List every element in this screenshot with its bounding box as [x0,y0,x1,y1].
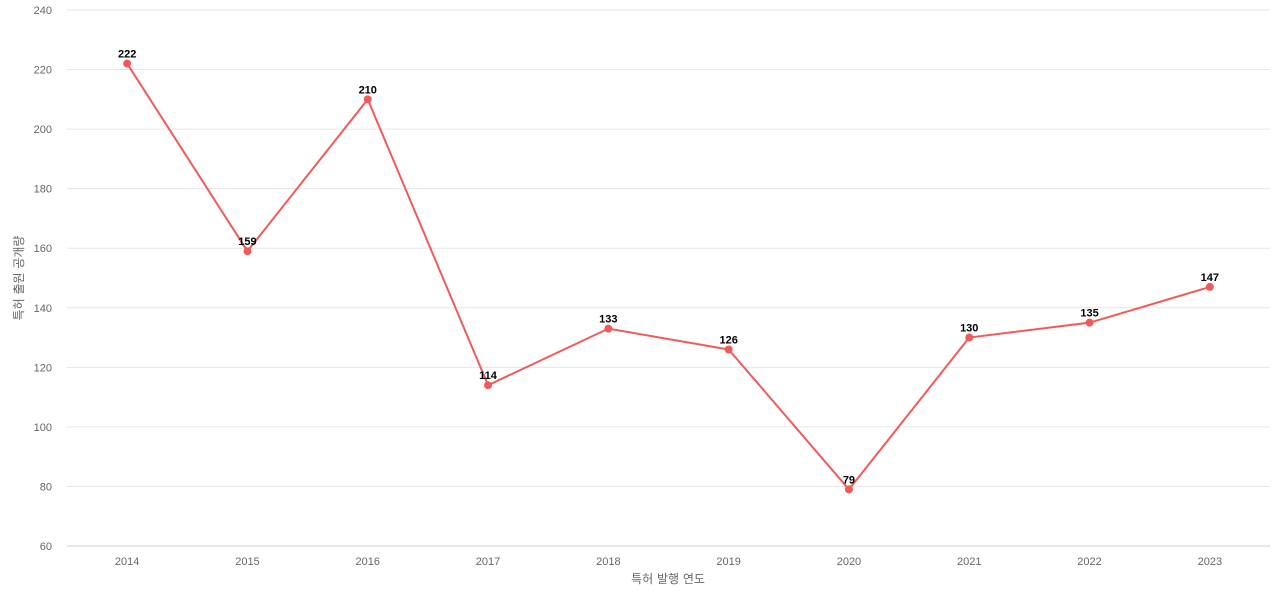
data-point[interactable] [484,381,493,390]
data-label: 79 [843,474,855,486]
data-point[interactable] [724,345,733,354]
series-line [126,63,1211,491]
data-label: 210 [359,84,377,96]
data-labels: 222 159 210 114 133 126 79 130 135 147 [118,49,1219,487]
x-tick-label: 2019 [716,556,740,568]
x-tick-label: 2018 [596,556,620,568]
data-point[interactable] [965,333,974,342]
data-point[interactable] [1205,282,1214,291]
data-label: 114 [479,370,498,382]
y-tick-label: 160 [34,243,52,255]
data-label: 159 [238,236,256,248]
y-tick-label: 240 [34,5,52,17]
x-tick-label: 2021 [957,556,981,568]
data-point[interactable] [604,324,613,333]
y-tick-label: 220 [34,65,52,77]
data-label: 222 [118,49,136,61]
y-tick-label: 200 [34,124,52,136]
y-axis-title: 특허 출원 공개량 [12,236,26,321]
x-tick-label: 2015 [235,556,259,568]
x-tick-label: 2017 [476,556,500,568]
data-label: 147 [1201,272,1219,284]
y-tick-label: 120 [34,362,52,374]
x-tick-label: 2014 [115,556,139,568]
y-axis: 60 80 100 120 140 160 180 200 220 240 [34,5,52,553]
series-layer [123,59,1214,494]
data-label: 126 [719,334,737,346]
x-tick-label: 2016 [356,556,380,568]
data-point[interactable] [123,59,132,68]
grid-layer [67,9,1270,487]
y-tick-label: 140 [34,303,52,315]
data-label: 133 [599,314,617,326]
y-tick-label: 180 [34,184,52,196]
data-label: 135 [1080,308,1098,320]
y-tick-label: 60 [40,541,52,553]
data-point[interactable] [1085,318,1094,327]
x-tick-label: 2020 [837,556,861,568]
data-point[interactable] [363,95,372,104]
data-point[interactable] [243,247,252,256]
x-axis: 2014 2015 2016 2017 2018 2019 2020 2021 2022 2023 [115,556,1222,568]
x-tick-label: 2023 [1198,556,1222,568]
y-tick-label: 100 [34,422,52,434]
y-tick-label: 80 [40,481,52,493]
x-tick-label: 2022 [1077,556,1101,568]
data-label: 130 [960,323,978,335]
x-axis-title: 특허 발행 연도 [631,571,705,586]
data-point[interactable] [844,485,853,494]
